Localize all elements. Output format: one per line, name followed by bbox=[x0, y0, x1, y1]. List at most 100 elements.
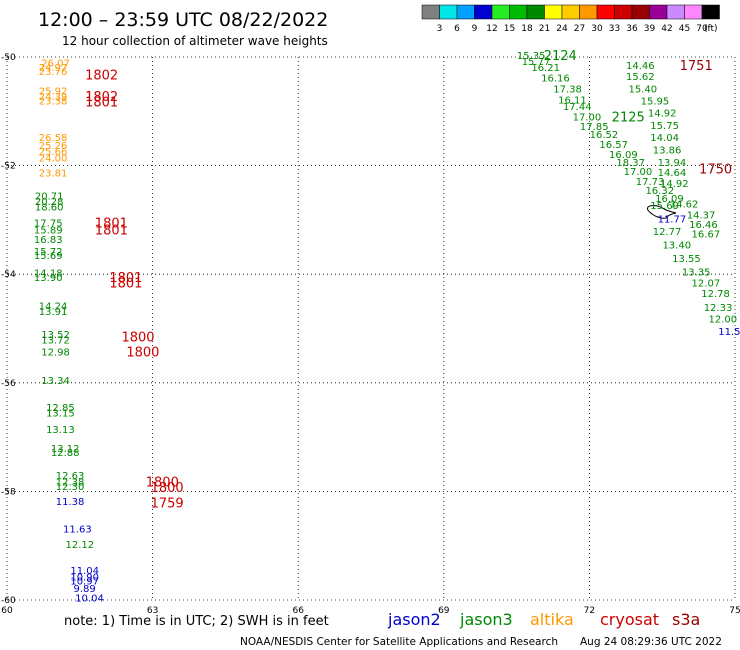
swh-value: 16.32 bbox=[645, 186, 674, 197]
longitude-tick-label: 63 bbox=[147, 606, 158, 616]
swh-value: 13.13 bbox=[46, 425, 75, 436]
swh-value: 11.04 bbox=[70, 566, 99, 577]
swh-value: 15.77 bbox=[522, 57, 551, 68]
swh-value: 16.21 bbox=[531, 63, 560, 74]
swh-value: 11.63 bbox=[63, 524, 92, 535]
legend-tick-label: 27 bbox=[574, 24, 585, 34]
legend-swatch bbox=[579, 4, 598, 20]
legend-tick-label: 45 bbox=[679, 24, 690, 34]
swh-value: 12.78 bbox=[701, 289, 730, 300]
pass-time: 1801 bbox=[85, 96, 118, 111]
swh-value: 14.64 bbox=[658, 168, 687, 179]
legend-swatch bbox=[561, 4, 580, 20]
swh-value: 12.98 bbox=[41, 347, 70, 358]
satellite-name: cryosat bbox=[600, 610, 659, 629]
legend-tick-label: 3 bbox=[437, 24, 443, 34]
swh-value: 20.28 bbox=[35, 197, 64, 208]
swh-value: 16.16 bbox=[541, 74, 570, 85]
swh-value: 12.85 bbox=[46, 403, 75, 414]
swh-value: 13.12 bbox=[51, 444, 80, 455]
swh-value: 12.30 bbox=[56, 482, 85, 493]
swh-value: 16.52 bbox=[590, 130, 619, 141]
swh-value: 17.75 bbox=[34, 219, 63, 230]
pass-time: 1751 bbox=[680, 59, 713, 74]
pass-time: 1801 bbox=[109, 276, 142, 291]
longitude-tick-label: 75 bbox=[729, 606, 740, 616]
latitude-tick-label: -54 bbox=[1, 270, 16, 280]
swh-value: 15.40 bbox=[628, 84, 657, 95]
swh-value: 15.95 bbox=[641, 96, 670, 107]
swh-value: 13.90 bbox=[34, 273, 63, 284]
legend-tick-label: 42 bbox=[661, 24, 672, 34]
generation-timestamp: Aug 24 08:29:36 UTC 2022 bbox=[580, 636, 722, 648]
swh-value: 23.76 bbox=[39, 67, 68, 78]
legend-tick-label: 24 bbox=[556, 24, 568, 34]
legend-swatch bbox=[456, 4, 475, 20]
legend-swatch bbox=[684, 4, 703, 20]
swh-value: 9.89 bbox=[74, 584, 96, 595]
swh-value: 15.72 bbox=[34, 247, 63, 258]
swh-value: 13.34 bbox=[41, 376, 70, 387]
swh-value: 26.58 bbox=[39, 133, 68, 144]
swh-value: 25.92 bbox=[39, 87, 68, 98]
swh-value: 16.67 bbox=[692, 229, 721, 240]
swh-value: 14.24 bbox=[39, 302, 68, 313]
latitude-tick-label: -52 bbox=[1, 162, 16, 172]
swh-value: 18.60 bbox=[35, 202, 64, 213]
swh-value: 14.92 bbox=[660, 179, 689, 190]
satellite-legend: jason2 jason3 altika cryosat s3a bbox=[387, 610, 700, 629]
legend-tick-label: 15 bbox=[504, 24, 515, 34]
swh-value: 14.04 bbox=[650, 133, 679, 144]
pass-time: 2125 bbox=[612, 111, 645, 126]
legend-tick-label: 18 bbox=[521, 24, 533, 34]
legend-swatch bbox=[614, 4, 633, 20]
swh-value: 13.35 bbox=[682, 267, 711, 278]
swh-value: 23.81 bbox=[39, 169, 68, 180]
legend-swatch bbox=[439, 4, 458, 20]
legend-swatch bbox=[421, 4, 440, 20]
map-title: 12:00 – 23:59 UTC 08/22/2022 bbox=[38, 9, 328, 31]
swh-color-legend: 3 6 9 12 15 18 21 24 27 30 33 36 39 42 45 70(ft) bbox=[421, 4, 720, 34]
pass-time: 1800 bbox=[151, 481, 184, 496]
swh-value: 11.77 bbox=[658, 214, 687, 225]
swh-value: 12.88 bbox=[51, 448, 80, 459]
longitude-tick-label: 60 bbox=[1, 606, 13, 616]
swh-value: 16.57 bbox=[599, 140, 628, 151]
swh-value: 16.09 bbox=[655, 194, 684, 205]
legend-swatch bbox=[509, 4, 528, 20]
swh-value: 13.94 bbox=[658, 158, 687, 169]
swh-value: 11.50 bbox=[718, 327, 740, 338]
swh-value: 15.69 bbox=[650, 201, 679, 212]
swh-value: 14.62 bbox=[670, 200, 699, 211]
swh-value: 17.38 bbox=[553, 84, 582, 95]
swh-value: 13.55 bbox=[672, 254, 701, 265]
credit-line: NOAA/NESDIS Center for Satellite Applica… bbox=[240, 636, 558, 648]
swh-value: 16.11 bbox=[558, 95, 587, 106]
legend-tick-label: 39 bbox=[644, 24, 656, 34]
legend-tick-label: 6 bbox=[454, 24, 460, 34]
swh-value: 12.38 bbox=[56, 478, 85, 489]
swh-value: 13.52 bbox=[41, 330, 70, 341]
pass-time: 1759 bbox=[151, 496, 184, 511]
satellite-name: jason2 bbox=[387, 610, 441, 629]
swh-value: 17.73 bbox=[636, 177, 665, 188]
swh-value: 24.00 bbox=[39, 153, 68, 164]
swh-value: 20.71 bbox=[35, 191, 64, 202]
legend-tick-label: 33 bbox=[609, 24, 620, 34]
swh-value: 12.77 bbox=[653, 227, 682, 238]
legend-tick-label: 21 bbox=[539, 24, 550, 34]
swh-value: 16.83 bbox=[34, 235, 63, 246]
swh-value: 12.63 bbox=[56, 471, 85, 482]
legend-swatch bbox=[631, 4, 650, 20]
legend-tick-label: 30 bbox=[591, 24, 603, 34]
longitude-tick-label: 72 bbox=[584, 606, 595, 616]
legend-swatch bbox=[596, 4, 615, 20]
swh-value: 15.35 bbox=[517, 51, 546, 62]
swh-value: 16.46 bbox=[689, 220, 718, 231]
pass-time: 2124 bbox=[544, 49, 577, 64]
latitude-tick-label: -56 bbox=[1, 379, 16, 389]
legend-swatch bbox=[526, 4, 545, 20]
swh-value: 16.09 bbox=[609, 150, 638, 161]
